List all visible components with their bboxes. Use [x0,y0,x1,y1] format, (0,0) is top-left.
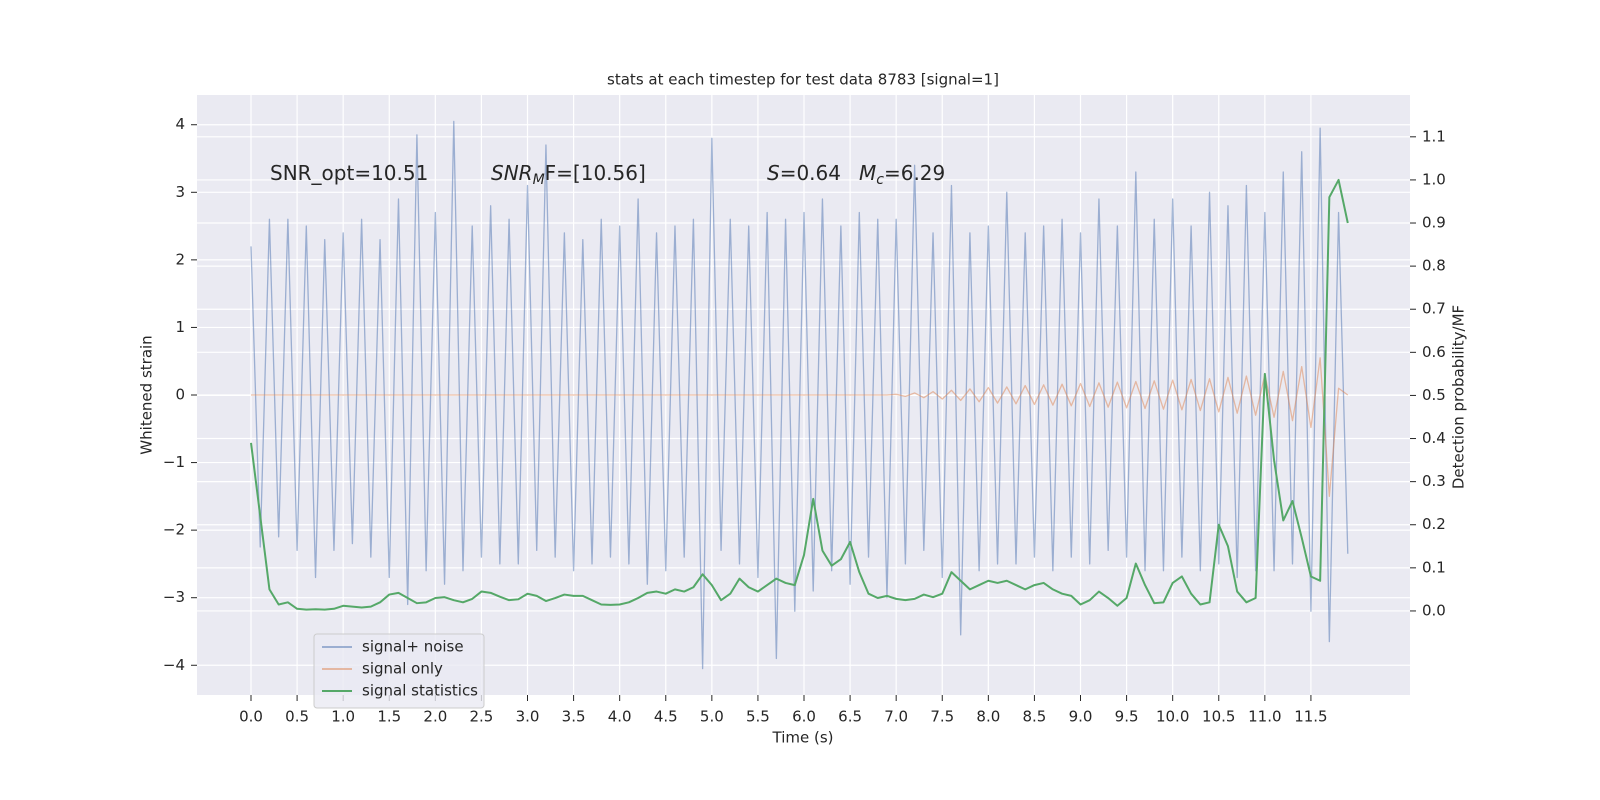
annotation-part: =0.64 [780,161,841,185]
y2-axis-label: Detection probability/MF [1450,305,1468,489]
y-axis-label: Whitened strain [138,335,156,454]
x-tick-label: 10.5 [1202,708,1235,726]
x-axis-label: Time (s) [772,729,834,747]
annotation: SNR_opt=10.51 [270,161,428,185]
y2-tick-label: 0.4 [1422,429,1446,447]
x-tick-label: 2.5 [469,708,493,726]
y2-tick-label: 0.8 [1422,257,1446,275]
series-line [250,120,1349,670]
x-tick-label: 8.0 [976,708,1000,726]
y2-tick-label: 0.7 [1422,300,1446,318]
annotation: Mc=6.29 [859,161,945,188]
x-tick-label: 5.5 [746,708,770,726]
y-tick-label: 4 [175,115,185,133]
y-tick-label: 2 [175,250,185,268]
x-tick-label: 1.5 [377,708,401,726]
y2-tick-label: 0.3 [1422,472,1446,490]
annotation-part: M [533,172,545,188]
y2-tick-label: 0.6 [1422,343,1446,361]
y2-tick-label: 1.1 [1422,127,1446,145]
x-tick-label: 1.0 [331,708,355,726]
y-tick-label: −4 [163,656,185,674]
x-tick-label: 3.5 [562,708,586,726]
x-tick-label: 8.5 [1022,708,1046,726]
x-tick-label: 10.0 [1156,708,1189,726]
x-tick-label: 4.0 [608,708,632,726]
x-tick-label: 4.5 [654,708,678,726]
y-tick-label: −3 [163,588,185,606]
annotation-part: M [859,161,876,185]
x-tick-label: 0.0 [239,708,263,726]
chart-title: stats at each timestep for test data 878… [607,71,999,89]
x-tick-label: 9.0 [1069,708,1093,726]
annotation-part: SNR_opt=10.51 [270,161,428,185]
legend-label: signal+ noise [362,638,464,656]
annotation-part: c [876,172,884,188]
x-tick-label: 5.0 [700,708,724,726]
x-tick-label: 0.5 [285,708,309,726]
y-tick-label: 1 [175,318,185,336]
y2-tick-label: 0.5 [1422,386,1446,404]
legend-label: signal statistics [362,682,478,700]
y2-tick-label: 0.1 [1422,558,1446,576]
legend-box [313,633,485,709]
x-tick-label: 11.5 [1294,708,1327,726]
annotation-part: F=[10.56] [545,161,646,185]
x-tick-label: 3.0 [516,708,540,726]
annotation-part: SNR [491,161,533,185]
y-tick-label: −1 [163,453,185,471]
x-tick-label: 6.0 [792,708,816,726]
y2-tick-label: 0.0 [1422,601,1446,619]
annotation-part: =6.29 [884,161,945,185]
x-tick-label: 7.5 [930,708,954,726]
annotation-part: S [767,161,780,185]
y2-tick-label: 1.0 [1422,170,1446,188]
marks [250,120,1349,670]
x-tick-label: 7.0 [884,708,908,726]
y2-tick-label: 0.9 [1422,214,1446,232]
y-tick-label: 3 [175,183,185,201]
y-tick-label: −2 [163,521,185,539]
series-line [250,178,1349,611]
series-line [251,357,1349,497]
x-tick-label: 11.0 [1248,708,1281,726]
x-tick-label: 2.0 [423,708,447,726]
legend-label: signal only [362,660,443,678]
y2-tick-label: 0.2 [1422,515,1446,533]
y-tick-label: 0 [175,386,185,404]
labels: 0.0 0.5 1.0 1.5 2.0 2.5 3.0 3.5 4.0 4.5 5.0 5.5 6.0 6… [163,115,1446,725]
x-tick-label: 6.5 [838,708,862,726]
annotation: SNRMF=[10.56] [491,161,646,188]
x-tick-label: 9.5 [1115,708,1139,726]
annotation: S=0.64 [767,161,841,185]
